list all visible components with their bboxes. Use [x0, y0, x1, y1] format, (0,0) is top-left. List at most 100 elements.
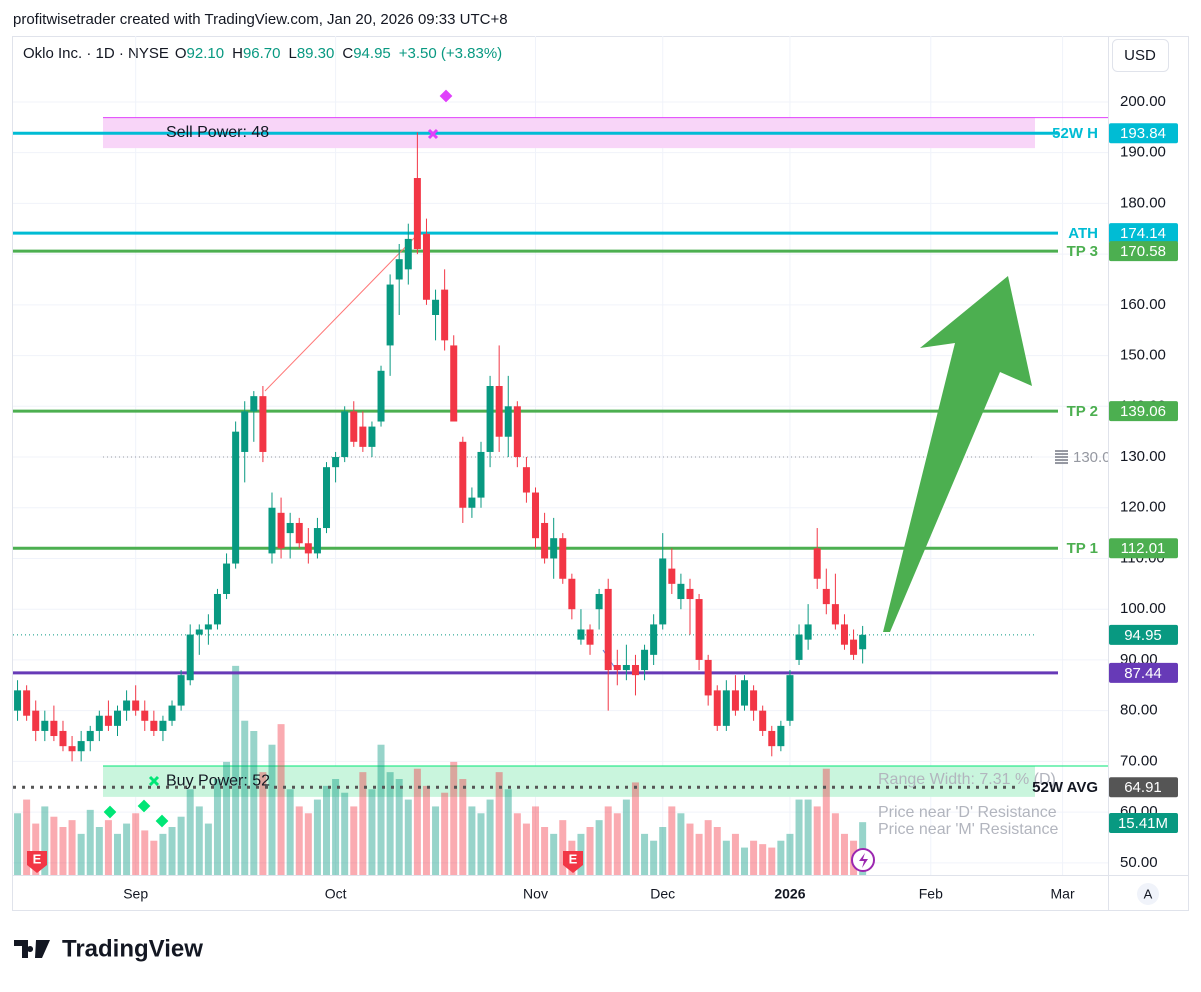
volume-bar — [95, 827, 103, 875]
candle-body — [377, 370, 385, 422]
y-tick-label: 50.00 — [1120, 854, 1158, 871]
candle-body — [622, 664, 630, 671]
candle-body — [759, 710, 767, 731]
volume-bar — [395, 779, 403, 875]
volume-bar — [759, 844, 767, 875]
candle-body — [332, 457, 340, 468]
zone-label: Buy Power: 52 — [166, 773, 270, 790]
volume-bar — [77, 833, 85, 875]
note: Price near 'M' Resistance — [878, 821, 1059, 838]
chart-frame — [12, 36, 1189, 911]
candle-body — [513, 406, 521, 458]
price-tag — [1109, 538, 1178, 559]
volume-bar — [768, 847, 776, 875]
candle-body — [295, 522, 303, 544]
volume-bar — [532, 806, 540, 875]
candle-body — [14, 690, 22, 711]
price-tag-text: 87.44 — [1124, 665, 1162, 682]
price-tag — [1109, 401, 1178, 422]
candle-body — [613, 664, 621, 671]
volume-bar — [114, 833, 122, 875]
volume-bar — [404, 799, 412, 875]
volume-bar — [731, 833, 739, 875]
price-tag — [1109, 123, 1178, 144]
candle-body — [786, 675, 794, 721]
currency-button[interactable] — [1112, 39, 1169, 72]
volume-bar — [14, 813, 22, 875]
volume-bar — [459, 779, 467, 875]
symbol: Oklo Inc. · 1D · NYSE — [23, 45, 169, 62]
volume-bar — [368, 789, 376, 875]
candle-body — [304, 543, 312, 554]
x-tick-label: Dec — [650, 886, 675, 902]
volume-bar — [486, 799, 494, 875]
y-tick-label: 80.00 — [1120, 702, 1158, 719]
volume-bar — [468, 806, 476, 875]
volume-bar — [332, 779, 340, 875]
price-tag-text: 193.84 — [1120, 125, 1166, 142]
candle-body — [359, 426, 367, 447]
candle-body — [132, 700, 140, 711]
candle-body — [159, 720, 167, 731]
level-label: 130.00 — [1073, 449, 1119, 466]
candle-body — [468, 497, 476, 508]
volume-bar — [232, 665, 240, 875]
volume-bar — [668, 806, 676, 875]
level-name: TP 2 — [1067, 403, 1098, 420]
candle-body — [177, 675, 185, 706]
candle-body — [277, 512, 285, 549]
volume-bar — [504, 789, 512, 875]
volume-tag — [1109, 813, 1178, 833]
volume-bar — [559, 820, 567, 875]
volume-bar — [304, 813, 312, 875]
volume-bar — [822, 768, 830, 875]
volume-bar — [159, 833, 167, 875]
y-tick-label: 200.00 — [1120, 93, 1166, 110]
candle-body — [195, 629, 203, 635]
volume-bar — [586, 827, 594, 875]
candle-body — [722, 690, 730, 726]
volume-bar — [595, 820, 603, 875]
change: +3.50 (+3.83%) — [399, 45, 502, 62]
logo-mark — [14, 940, 50, 958]
x-tick-label: Mar — [1051, 886, 1075, 902]
volume-bar — [41, 806, 49, 875]
volume-bar — [831, 813, 839, 875]
volume-bar — [286, 789, 294, 875]
volume-bar — [268, 744, 276, 875]
candle-body — [641, 649, 649, 671]
volume-bar — [422, 785, 430, 875]
candle-body — [32, 710, 40, 731]
price-tag-text: 139.06 — [1120, 403, 1166, 420]
candle-body — [550, 538, 558, 559]
volume-bar — [277, 724, 285, 875]
scale-button[interactable] — [1137, 883, 1159, 905]
signal-diamond — [102, 804, 118, 820]
level-name: 52W H — [1052, 125, 1098, 142]
candle-body — [241, 411, 249, 452]
currency: USD — [1124, 47, 1156, 64]
over-layer: Sell Power: 48 Buy Power: 52 — [14, 124, 867, 790]
volume-bar — [786, 833, 794, 875]
candle-body — [859, 634, 867, 650]
volume-bar — [104, 820, 112, 875]
volume-bar — [631, 782, 639, 875]
price-tags: 52W H 193.84 ATH 174.14 TP 3 170.58 TP 2 139.06… — [1032, 123, 1178, 833]
candle-body — [586, 629, 594, 645]
x-tick-label: Feb — [919, 886, 943, 902]
x-tick-label: 2026 — [774, 886, 805, 902]
volume-bar — [813, 806, 821, 875]
candle-body — [495, 386, 503, 437]
volume-bar — [713, 827, 721, 875]
volume-bar — [213, 779, 221, 875]
candle-body — [731, 690, 739, 711]
candle-body — [213, 593, 221, 625]
volume-bar — [659, 827, 667, 875]
candle-body — [532, 492, 540, 539]
candle-body — [341, 411, 349, 458]
level-name: 52W AVG — [1032, 779, 1098, 796]
candle-body — [541, 522, 549, 559]
candle-body — [114, 710, 122, 726]
candle-body — [395, 259, 403, 280]
ohlc-value: 92.10 — [187, 45, 225, 62]
